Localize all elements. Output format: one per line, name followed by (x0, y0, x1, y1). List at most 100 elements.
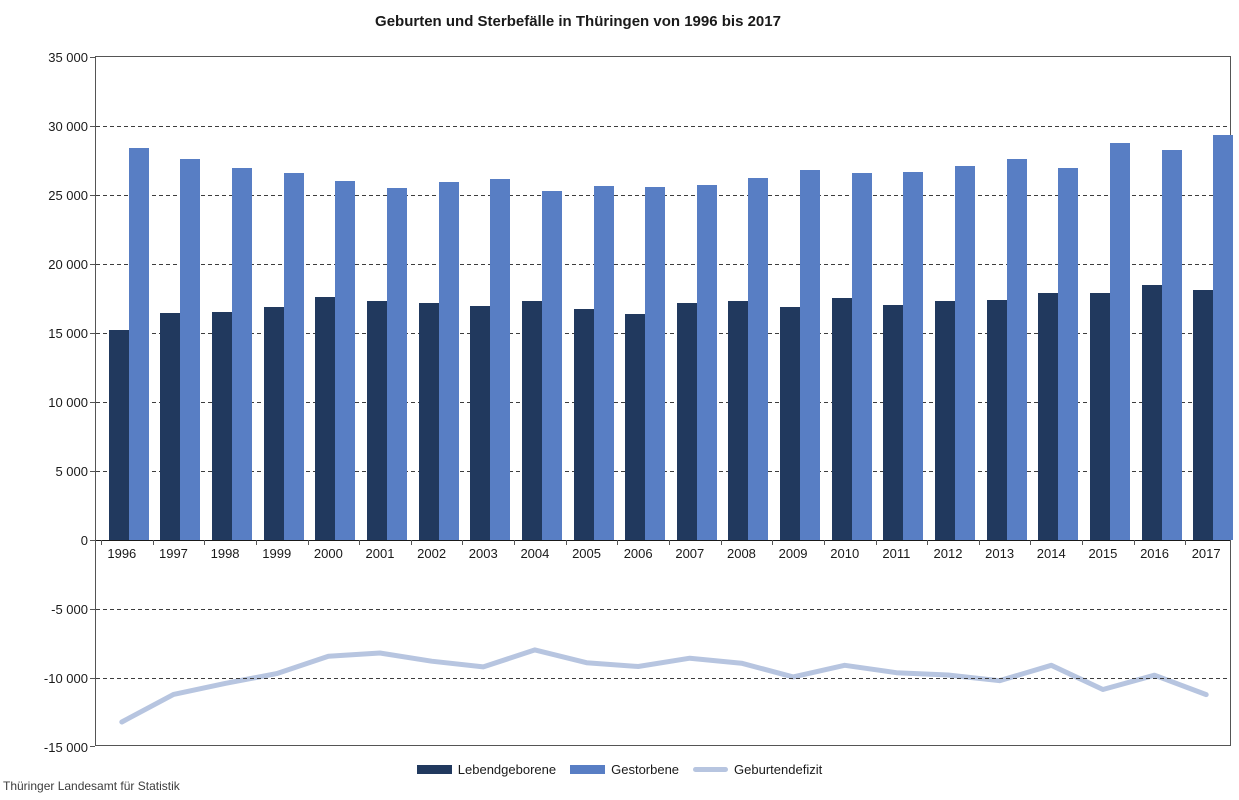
bar-lebendgeborene-2016 (1141, 285, 1162, 540)
x-axis-label-1999: 1999 (262, 546, 292, 561)
bar-gestorbene-1997 (180, 158, 201, 540)
bar-gestorbene-1996 (128, 147, 149, 540)
bar-lebendgeborene-2015 (1089, 292, 1110, 540)
bar-gestorbene-2005 (593, 186, 614, 540)
plot-area: 35 000 30 000 25 000 20 000 15 000 10 000 5 00… (44, 51, 1234, 754)
y-axis-tick (90, 333, 95, 334)
bar-lebendgeborene-2006 (625, 313, 646, 540)
y-axis-tick (90, 678, 95, 679)
gridline (96, 126, 1230, 127)
y-axis-tick (90, 609, 95, 610)
y-axis-tick (90, 195, 95, 196)
bar-lebendgeborene-2007 (676, 302, 697, 540)
y-axis-tick (90, 402, 95, 403)
bar-gestorbene-2010 (851, 172, 872, 540)
x-axis-tick (410, 540, 412, 545)
x-axis-tick (927, 540, 929, 545)
x-axis-zero-line (96, 540, 1230, 541)
x-axis-tick (1230, 540, 1231, 545)
x-axis-label-1997: 1997 (158, 546, 188, 561)
x-axis-label-2000: 2000 (313, 546, 343, 561)
x-axis-label-2004: 2004 (520, 546, 550, 561)
bar-lebendgeborene-2002 (418, 302, 439, 540)
bar-lebendgeborene-2008 (728, 300, 749, 540)
y-axis-tick (90, 746, 95, 747)
x-axis-tick (359, 540, 361, 545)
bar-lebendgeborene-2004 (521, 301, 542, 540)
bar-gestorbene-1999 (283, 173, 304, 540)
legend: Lebendgeborene Gestorbene Geburtendefizi… (0, 762, 1239, 777)
bar-gestorbene-2017 (1213, 135, 1234, 540)
x-axis-tick (1133, 540, 1135, 545)
x-axis-tick (514, 540, 516, 545)
bar-gestorbene-1998 (232, 168, 253, 540)
bar-lebendgeborene-1997 (160, 313, 181, 540)
gridline (96, 609, 1230, 610)
x-axis-label-2001: 2001 (365, 546, 395, 561)
x-axis-label-2016: 2016 (1140, 546, 1169, 561)
x-axis-tick (1185, 540, 1187, 545)
bar-lebendgeborene-1999 (263, 307, 284, 540)
x-axis-tick (565, 540, 567, 545)
bar-gestorbene-2009 (800, 170, 821, 540)
bar-lebendgeborene-2000 (315, 296, 336, 540)
y-axis-label: 25 000 (48, 188, 88, 203)
x-axis-tick (669, 540, 670, 545)
y-axis-tick (90, 264, 95, 265)
legend-item-geburtendefizit: Geburtendefizit (693, 762, 822, 777)
x-axis-label-2014: 2014 (1036, 546, 1066, 561)
bar-lebendgeborene-1998 (212, 311, 233, 540)
y-axis-label: -15 000 (43, 740, 88, 755)
x-axis-label-1996: 1996 (107, 546, 137, 561)
x-axis-label-2006: 2006 (623, 546, 653, 561)
y-axis-label: 5 000 (55, 464, 88, 479)
x-axis-label-2010: 2010 (830, 546, 860, 561)
bar-gestorbene-2007 (696, 184, 717, 540)
y-axis-label: 35 000 (48, 50, 88, 65)
bar-lebendgeborene-2012 (935, 300, 955, 540)
x-axis-tick (307, 540, 309, 545)
x-axis-label-2007: 2007 (675, 546, 705, 561)
x-axis-label-2015: 2015 (1088, 546, 1118, 561)
y-axis-tick (90, 540, 95, 541)
bar-lebendgeborene-2014 (1038, 293, 1059, 540)
x-axis-tick (978, 540, 980, 545)
y-axis-label: 30 000 (48, 119, 88, 134)
x-axis-tick (875, 540, 877, 545)
geburtendefizit-line (119, 647, 1209, 725)
x-axis-label-2011: 2011 (882, 546, 911, 561)
x-axis-tick (617, 540, 619, 545)
bar-gestorbene-2003 (490, 178, 511, 540)
legend-swatch-geburtendefizit (693, 767, 729, 772)
bar-gestorbene-2008 (748, 177, 769, 540)
y-axis-label: 15 000 (48, 326, 88, 341)
bar-lebendgeborene-2010 (831, 297, 852, 540)
x-axis-tick (823, 540, 825, 545)
bar-lebendgeborene-2009 (780, 307, 801, 540)
y-axis-tick (90, 126, 95, 127)
legend-swatch-gestorbene (570, 765, 606, 774)
x-axis-label-2012: 2012 (933, 546, 963, 561)
bar-lebendgeborene-2005 (573, 308, 594, 540)
y-axis-label: -10 000 (43, 671, 88, 686)
y-axis-label: 10 000 (48, 395, 88, 410)
bar-gestorbene-2015 (1109, 143, 1130, 540)
bar-gestorbene-2002 (438, 181, 459, 540)
legend-label-gestorbene: Gestorbene (611, 762, 680, 777)
deficit-line-chart (119, 647, 1209, 725)
x-axis-label-1998: 1998 (210, 546, 240, 561)
source-text: Thüringer Landesamt für Statistik (3, 779, 180, 793)
bar-lebendgeborene-1996 (108, 329, 129, 540)
x-axis-label-2002: 2002 (417, 546, 447, 561)
bar-lebendgeborene-2011 (883, 304, 904, 540)
bar-lebendgeborene-2003 (470, 305, 491, 540)
gridline (96, 678, 1230, 679)
x-axis-tick (1030, 540, 1032, 545)
bar-gestorbene-2004 (541, 191, 562, 540)
bar-gestorbene-2001 (387, 188, 407, 540)
y-axis-label: 0 (80, 533, 88, 548)
x-axis-tick (462, 540, 464, 545)
legend-item-lebendgeborene: Lebendgeborene (416, 762, 556, 777)
bar-gestorbene-2013 (1006, 158, 1027, 540)
